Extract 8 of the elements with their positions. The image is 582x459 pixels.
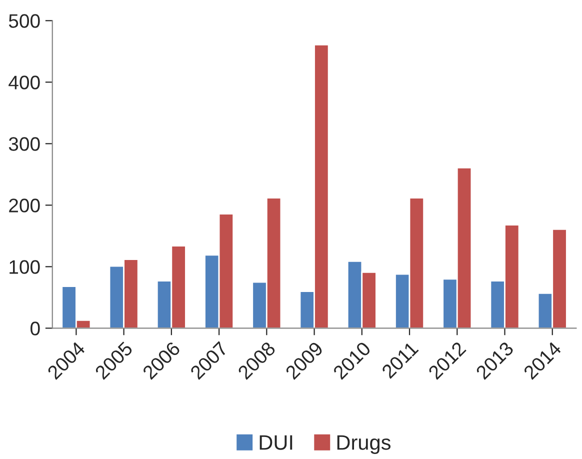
y-tick-label: 200 <box>9 198 40 212</box>
y-tick-label: 0 <box>30 322 40 336</box>
y-tick-label: 500 <box>8 14 40 28</box>
y-tick-label: 100 <box>10 260 40 274</box>
legend-label: Drugs <box>337 435 391 454</box>
y-tick-label: 300 <box>8 137 40 151</box>
legend-label: DUI <box>260 435 292 450</box>
y-tick-label: 400 <box>8 76 40 90</box>
